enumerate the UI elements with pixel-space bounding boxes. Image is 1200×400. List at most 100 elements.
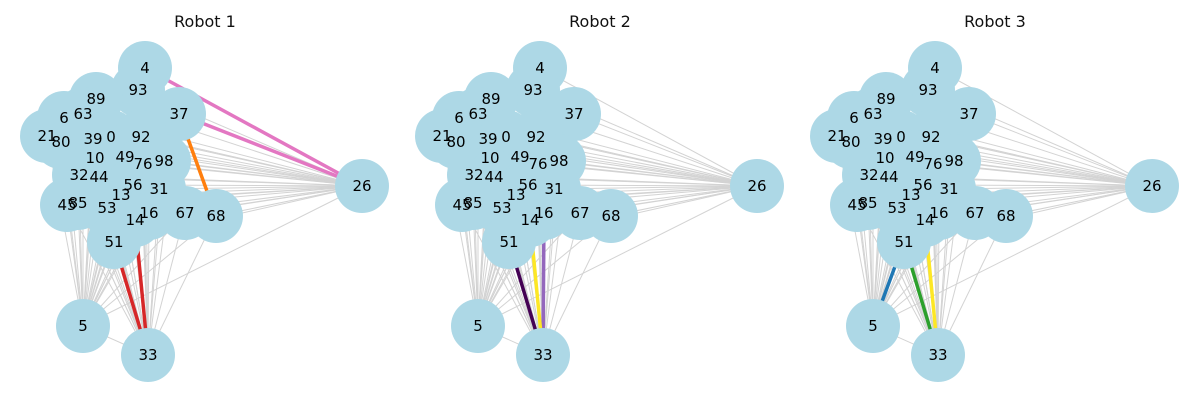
- node-label-51: 51: [104, 233, 123, 251]
- node-label-53: 53: [887, 199, 906, 217]
- node-51: [877, 215, 931, 269]
- node-26: [730, 159, 784, 213]
- node-5: [846, 299, 900, 353]
- node-label-26: 26: [747, 177, 766, 195]
- node-label-63: 63: [73, 105, 92, 123]
- edge-98-26: [558, 160, 758, 187]
- node-26: [335, 159, 389, 213]
- node-label-68: 68: [601, 207, 620, 225]
- edge-5-26: [477, 185, 758, 327]
- node-label-45: 45: [57, 196, 76, 214]
- node-label-85: 85: [68, 194, 87, 212]
- node-label-6: 6: [849, 109, 859, 127]
- node-label-85: 85: [858, 194, 877, 212]
- node-label-45: 45: [452, 196, 471, 214]
- node-33: [911, 328, 965, 382]
- node-label-16: 16: [139, 204, 158, 222]
- node-label-67: 67: [570, 204, 589, 222]
- node-label-67: 67: [965, 204, 984, 222]
- node-label-63: 63: [468, 105, 487, 123]
- node-label-68: 68: [996, 207, 1015, 225]
- node-label-98: 98: [944, 152, 963, 170]
- node-label-13: 13: [901, 186, 920, 204]
- node-label-37: 37: [564, 105, 583, 123]
- node-label-53: 53: [492, 199, 511, 217]
- node-label-80: 80: [841, 133, 860, 151]
- edge-45-33: [461, 204, 544, 356]
- node-93: [901, 63, 955, 117]
- node-label-92: 92: [921, 128, 940, 146]
- node-label-49: 49: [905, 148, 924, 166]
- node-label-10: 10: [85, 149, 104, 167]
- edge-98-26: [953, 160, 1153, 187]
- node-93: [506, 63, 560, 117]
- edge-45-33: [856, 204, 939, 356]
- node-label-39: 39: [873, 130, 892, 148]
- edge-37-26: [573, 113, 758, 187]
- node-label-13: 13: [111, 186, 130, 204]
- node-label-5: 5: [473, 317, 483, 335]
- node-33: [516, 328, 570, 382]
- node-51: [482, 215, 536, 269]
- node-label-98: 98: [154, 152, 173, 170]
- panel-title-robot-2: Robot 2: [569, 12, 631, 31]
- node-label-49: 49: [115, 148, 134, 166]
- node-label-0: 0: [896, 128, 906, 146]
- node-label-5: 5: [868, 317, 878, 335]
- node-label-51: 51: [894, 233, 913, 251]
- node-label-4: 4: [140, 59, 150, 77]
- node-label-44: 44: [484, 168, 503, 186]
- node-label-44: 44: [89, 168, 108, 186]
- path-edge-37-26: [178, 112, 363, 188]
- node-label-68: 68: [206, 207, 225, 225]
- node-label-31: 31: [149, 180, 168, 198]
- node-label-92: 92: [526, 128, 545, 146]
- node-label-51: 51: [499, 233, 518, 251]
- panel-title-robot-1: Robot 1: [174, 12, 236, 31]
- node-33: [121, 328, 175, 382]
- node-label-32: 32: [69, 166, 88, 184]
- node-label-6: 6: [59, 109, 69, 127]
- node-51: [87, 215, 141, 269]
- node-68: [584, 189, 638, 243]
- node-5: [451, 299, 505, 353]
- node-label-6: 6: [454, 109, 464, 127]
- node-label-85: 85: [463, 194, 482, 212]
- node-5: [56, 299, 110, 353]
- node-label-53: 53: [97, 199, 116, 217]
- node-label-33: 33: [533, 346, 552, 364]
- edge-37-26: [968, 113, 1153, 187]
- node-label-76: 76: [923, 155, 942, 173]
- node-label-32: 32: [464, 166, 483, 184]
- node-label-56: 56: [123, 176, 142, 194]
- edge-5-26: [82, 185, 363, 327]
- node-label-16: 16: [929, 204, 948, 222]
- node-label-5: 5: [78, 317, 88, 335]
- node-label-4: 4: [930, 59, 940, 77]
- node-label-14: 14: [520, 211, 539, 229]
- node-label-0: 0: [106, 128, 116, 146]
- node-label-49: 49: [510, 148, 529, 166]
- node-label-98: 98: [549, 152, 568, 170]
- panel-title-robot-3: Robot 3: [964, 12, 1026, 31]
- node-label-21: 21: [827, 127, 846, 145]
- node-label-44: 44: [879, 168, 898, 186]
- node-label-21: 21: [432, 127, 451, 145]
- node-label-93: 93: [128, 81, 147, 99]
- node-label-89: 89: [481, 90, 500, 108]
- node-label-39: 39: [478, 130, 497, 148]
- node-label-63: 63: [863, 105, 882, 123]
- node-label-10: 10: [875, 149, 894, 167]
- node-label-39: 39: [83, 130, 102, 148]
- node-label-14: 14: [125, 211, 144, 229]
- edge-5-26: [872, 185, 1153, 327]
- node-label-92: 92: [131, 128, 150, 146]
- node-label-33: 33: [138, 346, 157, 364]
- node-label-32: 32: [859, 166, 878, 184]
- node-label-26: 26: [352, 177, 371, 195]
- node-label-13: 13: [506, 186, 525, 204]
